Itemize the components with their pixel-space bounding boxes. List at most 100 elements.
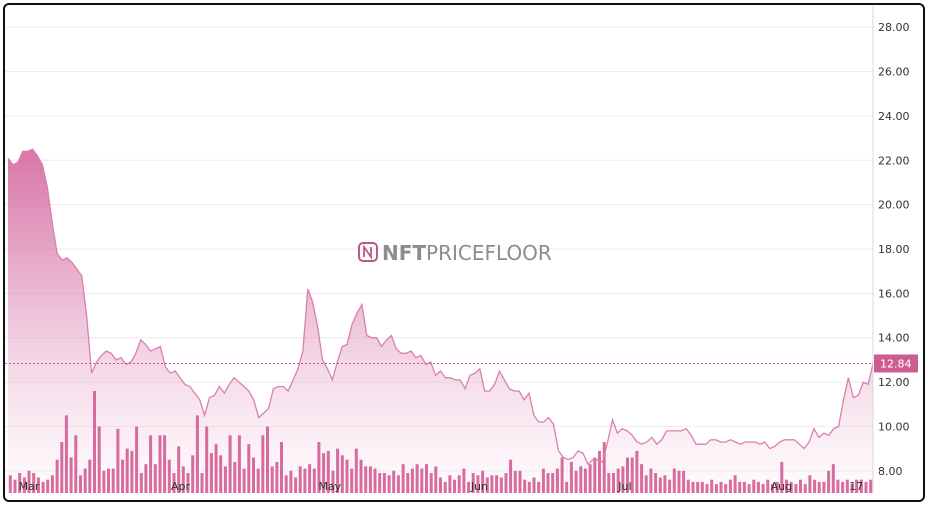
volume-bar [177, 446, 181, 493]
last-price-box [874, 354, 918, 373]
volume-bar [228, 435, 232, 493]
volume-bar [401, 464, 405, 493]
volume-bar [686, 479, 690, 493]
volume-bar [130, 450, 134, 493]
volume-bar [186, 473, 190, 493]
price-chart: NFTPRICEFLOOR 28.00 26.00 24.00 22.00 20.00 1… [5, 5, 918, 493]
volume-bar [32, 473, 36, 493]
y-tick-label: 28.00 [878, 21, 910, 34]
volume-bars [8, 391, 873, 493]
volume-bar [317, 442, 321, 493]
volume-bar [471, 473, 475, 493]
volume-bar [738, 481, 742, 493]
volume-bar [602, 442, 606, 493]
volume-bar [354, 448, 358, 493]
volume-bar [724, 484, 728, 493]
volume-bar [345, 459, 349, 493]
volume-bar [97, 426, 101, 493]
volume-bar [457, 475, 461, 493]
volume-bar [518, 470, 522, 493]
volume-bar [499, 477, 503, 493]
volume-bar [167, 459, 171, 493]
volume-bar [149, 435, 153, 493]
volume-bar [233, 461, 237, 493]
volume-bar [69, 457, 73, 493]
volume-bar [340, 455, 344, 493]
volume-bar [237, 435, 241, 493]
volume-bar [139, 473, 143, 493]
volume-bar [83, 468, 87, 493]
volume-bar [172, 473, 176, 493]
volume-bar [387, 475, 391, 493]
volume-bar [569, 461, 573, 493]
volume-bar [392, 470, 396, 493]
volume-bar [579, 466, 583, 493]
volume-bar [593, 457, 597, 493]
volume-bar [677, 470, 681, 493]
volume-bar [88, 459, 92, 493]
volume-bar [700, 481, 704, 493]
volume-bar [275, 461, 279, 493]
volume-bar [266, 426, 269, 493]
volume-bar [583, 468, 587, 493]
x-tick-label: Aug [771, 480, 792, 493]
volume-bar [481, 470, 485, 493]
volume-bar [817, 481, 821, 493]
volume-bar [672, 468, 676, 493]
volume-bar [373, 468, 377, 493]
volume-bar [350, 468, 354, 493]
volume-bar [125, 448, 129, 493]
volume-bar [153, 464, 157, 493]
volume-bar [813, 479, 817, 493]
volume-bar [209, 453, 213, 493]
volume-bar [728, 479, 732, 493]
volume-bar [448, 475, 452, 493]
volume-bar [696, 481, 700, 493]
volume-bar [27, 470, 31, 493]
x-tick-label: May [318, 480, 341, 493]
price-area [8, 149, 873, 493]
volume-bar [780, 461, 784, 493]
volume-bar [560, 457, 564, 493]
volume-bar [135, 426, 139, 493]
volume-bar [752, 479, 756, 493]
volume-bar [574, 470, 578, 493]
volume-bar [308, 464, 312, 493]
volume-bar [836, 479, 840, 493]
volume-bar [541, 468, 545, 493]
x-tick-label: Mar [19, 480, 40, 493]
volume-bar [322, 453, 326, 493]
volume-bar [537, 481, 541, 493]
volume-bar [607, 473, 611, 493]
volume-bar [55, 459, 59, 493]
watermark-text: NFTPRICEFLOOR [382, 241, 552, 265]
volume-bar [616, 468, 620, 493]
volume-bar [555, 468, 559, 493]
volume-bar [626, 457, 629, 493]
volume-bar [742, 481, 746, 493]
nftpricefloor-logo-icon [358, 242, 378, 262]
volume-bar [242, 468, 246, 493]
volume-bar [41, 481, 45, 493]
volume-bar [336, 448, 340, 493]
volume-bar [612, 473, 615, 493]
volume-bar [111, 468, 115, 493]
last-price-indicator: 12.84 [5, 354, 918, 373]
y-tick-label: 20.00 [878, 199, 910, 212]
volume-bar [513, 470, 517, 493]
volume-bar [284, 475, 288, 493]
volume-bar [270, 466, 274, 493]
volume-bar [546, 473, 550, 493]
volume-bar [831, 464, 835, 493]
volume-bar [691, 481, 695, 493]
y-tick-label: 8.00 [878, 465, 903, 478]
volume-bar [710, 479, 714, 493]
volume-bar [495, 475, 499, 493]
volume-bar [121, 459, 125, 493]
y-tick-label: 22.00 [878, 154, 910, 167]
volume-bar [46, 479, 50, 493]
volume-bar [36, 477, 40, 493]
volume-bar [714, 484, 718, 493]
volume-bar [22, 477, 26, 493]
volume-bar [116, 428, 120, 493]
